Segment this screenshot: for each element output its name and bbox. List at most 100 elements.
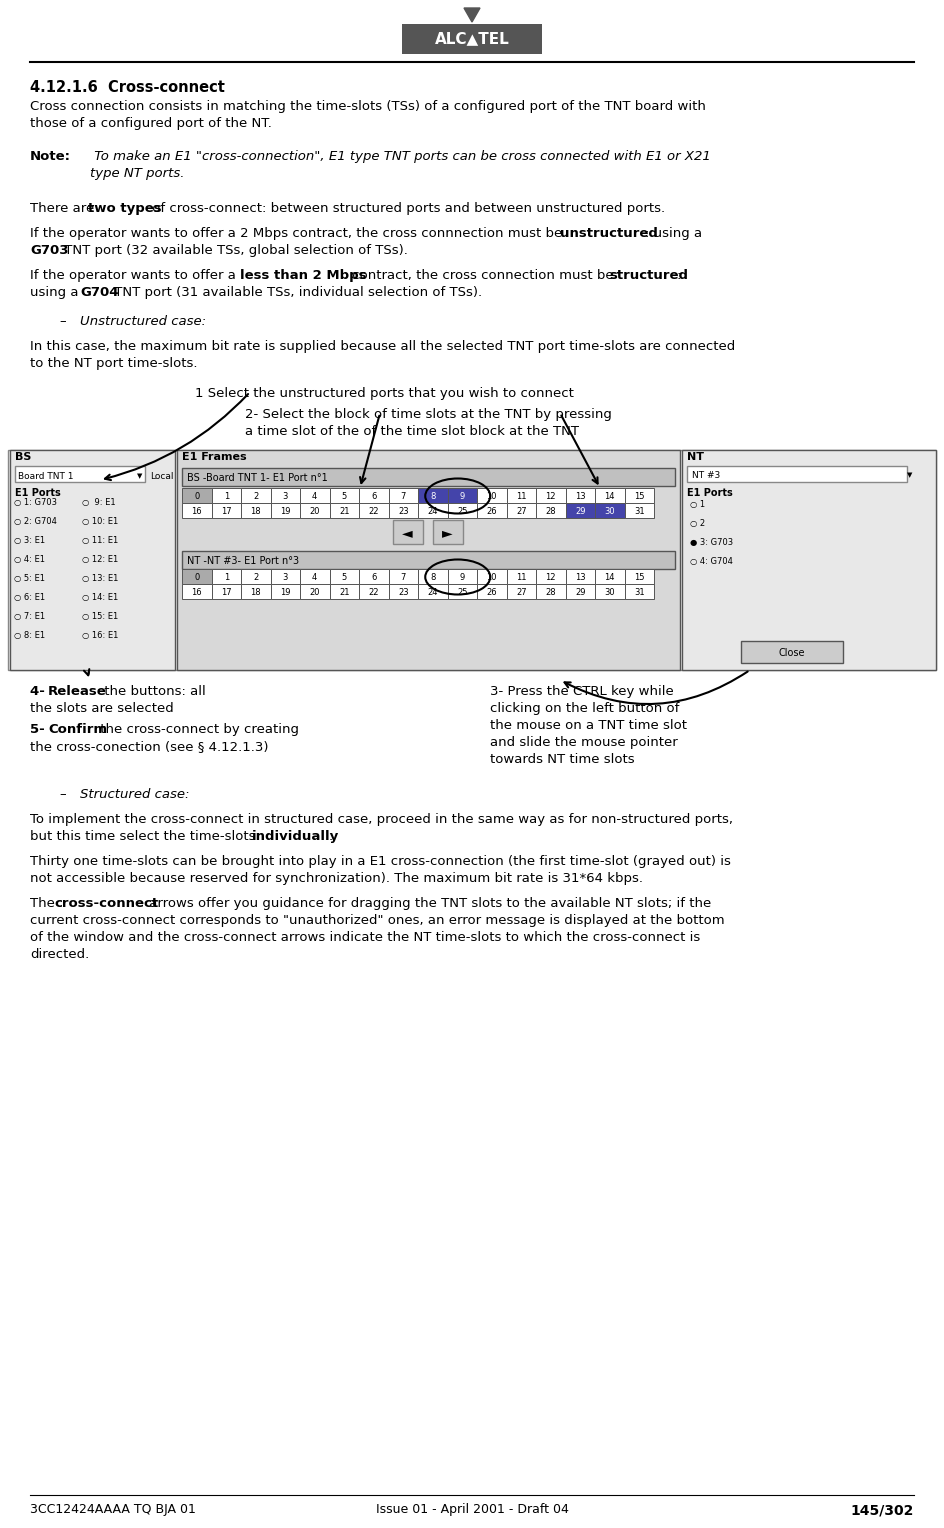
Text: 17: 17 <box>221 507 231 516</box>
Bar <box>536 487 565 503</box>
Bar <box>241 503 271 518</box>
Text: less than 2 Mbps: less than 2 Mbps <box>240 269 366 283</box>
Text: NT -NT #3- E1 Port n°3: NT -NT #3- E1 Port n°3 <box>187 556 299 565</box>
Bar <box>565 487 595 503</box>
Bar <box>447 584 477 599</box>
Text: 0: 0 <box>194 492 199 501</box>
Bar <box>447 503 477 518</box>
Text: ○ 2: ○ 2 <box>690 520 705 529</box>
Bar <box>565 503 595 518</box>
Text: ○ 10: E1: ○ 10: E1 <box>82 516 118 526</box>
Bar <box>389 584 418 599</box>
Text: ▼: ▼ <box>907 472 912 478</box>
Text: 1 Select the unstructured ports that you wish to connect: 1 Select the unstructured ports that you… <box>195 387 574 400</box>
Bar <box>477 584 507 599</box>
Text: the slots are selected: the slots are selected <box>30 701 174 715</box>
Text: ○ 4: G704: ○ 4: G704 <box>690 558 733 565</box>
Text: 27: 27 <box>516 588 527 597</box>
Text: 21: 21 <box>339 507 349 516</box>
Text: 28: 28 <box>546 507 556 516</box>
Text: 6: 6 <box>371 573 377 582</box>
Text: ○ 2: G704: ○ 2: G704 <box>14 516 57 526</box>
Text: G703: G703 <box>30 244 69 257</box>
Bar <box>241 568 271 584</box>
Bar <box>447 568 477 584</box>
Text: 13: 13 <box>575 573 585 582</box>
Text: arrows offer you guidance for dragging the TNT slots to the available NT slots; : arrows offer you guidance for dragging t… <box>145 897 711 911</box>
Text: ○ 11: E1: ○ 11: E1 <box>82 536 118 545</box>
Text: 4-: 4- <box>30 685 49 698</box>
Text: directed.: directed. <box>30 947 90 961</box>
Bar <box>682 451 936 669</box>
Text: ▼: ▼ <box>137 474 143 478</box>
Text: E1 Frames: E1 Frames <box>182 452 246 461</box>
Text: to the NT port time-slots.: to the NT port time-slots. <box>30 358 197 370</box>
Bar <box>329 568 359 584</box>
Bar <box>595 503 625 518</box>
Bar <box>477 503 507 518</box>
Bar <box>329 487 359 503</box>
Bar <box>625 487 654 503</box>
Bar <box>359 503 389 518</box>
Text: 10: 10 <box>486 492 497 501</box>
Text: TNT port (32 available TSs, global selection of TSs).: TNT port (32 available TSs, global selec… <box>60 244 408 257</box>
Text: 17: 17 <box>221 588 231 597</box>
Text: 15: 15 <box>634 573 645 582</box>
Text: 24: 24 <box>428 507 438 516</box>
Text: 22: 22 <box>368 507 379 516</box>
Bar <box>271 503 300 518</box>
Text: clicking on the left button of: clicking on the left button of <box>490 701 680 715</box>
Text: 1: 1 <box>224 573 228 582</box>
Text: 16: 16 <box>192 588 202 597</box>
Text: 9: 9 <box>460 573 464 582</box>
Text: Issue 01 - April 2001 - Draft 04: Issue 01 - April 2001 - Draft 04 <box>376 1504 568 1516</box>
Text: ○ 4: E1: ○ 4: E1 <box>14 555 45 564</box>
Text: using a: using a <box>30 286 83 299</box>
Text: 8: 8 <box>430 492 435 501</box>
Text: 7: 7 <box>400 492 406 501</box>
Text: ○ 15: E1: ○ 15: E1 <box>82 613 118 620</box>
Bar <box>418 503 447 518</box>
Bar <box>211 568 241 584</box>
Text: ○ 5: E1: ○ 5: E1 <box>14 575 45 584</box>
Text: ○ 8: E1: ○ 8: E1 <box>14 631 45 640</box>
Bar <box>359 487 389 503</box>
Text: 10: 10 <box>486 573 497 582</box>
Text: Note:: Note: <box>30 150 71 163</box>
FancyBboxPatch shape <box>393 520 423 544</box>
Bar <box>241 584 271 599</box>
Bar <box>389 503 418 518</box>
Text: Board TNT 1: Board TNT 1 <box>18 472 74 480</box>
Bar <box>625 568 654 584</box>
Text: –: – <box>60 788 76 801</box>
Text: two types: two types <box>88 202 161 215</box>
Bar <box>565 584 595 599</box>
Text: and slide the mouse pointer: and slide the mouse pointer <box>490 736 678 749</box>
Text: To implement the cross-connect in structured case, proceed in the same way as fo: To implement the cross-connect in struct… <box>30 813 733 827</box>
Text: ○ 6: E1: ○ 6: E1 <box>14 593 45 602</box>
Bar <box>507 584 536 599</box>
Text: 23: 23 <box>398 588 409 597</box>
Bar <box>595 487 625 503</box>
Text: ○ 3: E1: ○ 3: E1 <box>14 536 45 545</box>
Text: ○ 1: G703: ○ 1: G703 <box>14 498 57 507</box>
Text: 12: 12 <box>546 492 556 501</box>
Text: 18: 18 <box>250 507 261 516</box>
Text: 4: 4 <box>312 492 317 501</box>
Bar <box>595 568 625 584</box>
Bar <box>418 487 447 503</box>
Text: If the operator wants to offer a 2 Mbps contract, the cross connnection must be: If the operator wants to offer a 2 Mbps … <box>30 228 566 240</box>
Text: Unstructured case:: Unstructured case: <box>80 315 206 329</box>
Text: TNT port (31 available TSs, individual selection of TSs).: TNT port (31 available TSs, individual s… <box>110 286 482 299</box>
Text: 23: 23 <box>398 507 409 516</box>
Bar <box>507 568 536 584</box>
Text: 28: 28 <box>546 588 556 597</box>
Bar <box>329 503 359 518</box>
Text: BS: BS <box>15 452 31 461</box>
Text: the mouse on a TNT time slot: the mouse on a TNT time slot <box>490 720 687 732</box>
Text: the cross-conection (see § 4.12.1.3): the cross-conection (see § 4.12.1.3) <box>30 740 268 753</box>
Text: 2- Select the block of time slots at the TNT by pressing: 2- Select the block of time slots at the… <box>245 408 612 422</box>
Text: Confirm: Confirm <box>48 723 107 736</box>
Text: 1: 1 <box>224 492 228 501</box>
Text: 14: 14 <box>604 573 615 582</box>
